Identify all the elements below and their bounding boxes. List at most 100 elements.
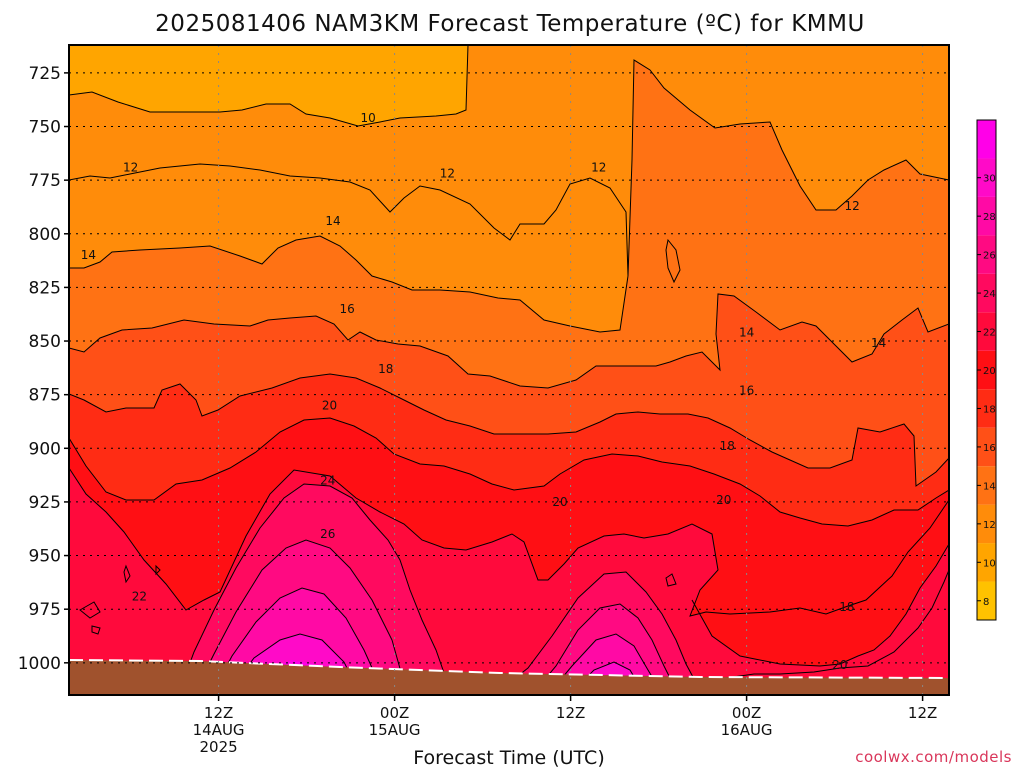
contour-label-14-7: 14	[739, 325, 754, 339]
y-tick-label-750: 750	[29, 118, 61, 138]
contour-28	[213, 587, 383, 691]
x-tick-label-1-1: 00Z	[380, 704, 409, 722]
y-tick-label-875: 875	[29, 386, 61, 406]
colorbar-bin-3	[977, 466, 996, 505]
y-axis-ticks: 725 750 775 800 825 850 875 900 925 950 975 1000	[18, 64, 69, 674]
x-tick-label-0-1: 12Z	[204, 704, 233, 722]
contour-label-14-6: 14	[325, 214, 340, 228]
ground-surface	[69, 660, 949, 695]
contour-22-islands	[79, 564, 677, 635]
colorbar-bin-4	[977, 427, 996, 467]
colorbar-label-18: 18	[983, 404, 996, 415]
y-tick-label-800: 800	[29, 225, 61, 245]
x-tick-label-1-2: 15AUG	[369, 721, 421, 739]
credit-text: coolwx.com/models	[855, 748, 1012, 766]
colorbar-label-28: 28	[983, 212, 996, 223]
y-tick-label-850: 850	[29, 332, 61, 352]
x-tick-label-4-1: 12Z	[908, 704, 937, 722]
colorbar-label-8: 8	[983, 597, 989, 608]
contour-22-bottomright	[699, 569, 949, 691]
colorbar-bin-9	[977, 235, 996, 274]
contour-label-20-17: 20	[832, 658, 847, 672]
contour-24	[179, 483, 451, 691]
colorbar-label-22: 22	[983, 328, 996, 339]
contour-label-16-9: 16	[339, 302, 354, 316]
contour-10	[69, 45, 469, 127]
contour-label-18-12: 18	[720, 439, 735, 453]
band-21-23-bottomright	[700, 570, 949, 695]
colorbar-label-12: 12	[983, 520, 996, 531]
contour-label-20-16: 20	[716, 493, 731, 507]
contour-label-18-13: 18	[839, 600, 854, 614]
colorbar-bin-11	[977, 158, 996, 197]
contour-16	[69, 293, 949, 389]
colorbar-bin-2	[977, 504, 996, 544]
colorbar-bin-12	[977, 120, 996, 159]
colorbar-bin-7	[977, 312, 996, 351]
contour-label-12-3: 12	[591, 160, 606, 174]
contour-22	[69, 467, 949, 617]
colorbar-bin-6	[977, 350, 996, 390]
x-axis-label: Forecast Time (UTC)	[413, 747, 604, 768]
band-19-21-lowerright	[692, 500, 949, 666]
chart-title: 2025081406 NAM3KM Forecast Temperature (…	[155, 11, 865, 37]
y-tick-label-725: 725	[29, 64, 61, 84]
colorbar-label-26: 26	[983, 251, 996, 262]
colorbar-bin-8	[977, 273, 996, 313]
colorbar-label-24: 24	[983, 289, 996, 300]
colorbar-label-30: 30	[983, 174, 996, 185]
colorbar-label-10: 10	[983, 558, 996, 569]
contour-label-10-0: 10	[361, 111, 376, 125]
contour-14	[69, 235, 629, 333]
x-tick-label-0-2: 14AUG	[193, 721, 245, 739]
y-tick-label-825: 825	[29, 278, 61, 298]
x-tick-label-3-1: 00Z	[732, 704, 761, 722]
contour-label-12-1: 12	[123, 160, 138, 174]
contour-26-b	[535, 603, 677, 691]
contour-20-lower	[691, 543, 949, 667]
colorbar-label-16: 16	[983, 443, 996, 454]
colorbar-bin-0	[977, 581, 996, 620]
colorbar-label-14: 14	[983, 481, 996, 492]
y-tick-label-1000: 1000	[18, 654, 61, 674]
band-9-11	[69, 45, 468, 126]
ground-surface-edge	[69, 659, 949, 679]
contour-20	[69, 417, 949, 527]
contour-label-22-18: 22	[132, 589, 147, 603]
contour-26	[195, 539, 407, 691]
y-tick-label-900: 900	[29, 439, 61, 459]
contour-label-20-14: 20	[322, 398, 337, 412]
contour-12	[69, 59, 949, 277]
contour-label-14-8: 14	[871, 336, 886, 350]
contour-label-26-20: 26	[320, 527, 335, 541]
contour-28-b	[551, 633, 661, 691]
contour-label-12-2: 12	[440, 167, 455, 181]
colorbar-bin-5	[977, 389, 996, 428]
contour-30	[229, 633, 359, 691]
plot-frame	[68, 44, 950, 696]
colorbar-bin-1	[977, 543, 996, 582]
x-tick-label-2-1: 12Z	[556, 704, 585, 722]
y-tick-label-975: 975	[29, 600, 61, 620]
contour-lines	[69, 45, 949, 691]
x-tick-label-0-3: 2025	[200, 738, 238, 756]
y-tick-label-925: 925	[29, 493, 61, 513]
x-tick-label-3-2: 16AUG	[721, 721, 773, 739]
y-tick-label-950: 950	[29, 547, 61, 567]
colorbar-bin-10	[977, 196, 996, 236]
colorbar-label-20: 20	[983, 366, 996, 377]
contour-label-14-5: 14	[81, 248, 96, 262]
temperature-bands	[69, 45, 949, 695]
contour-label-12-4: 12	[845, 199, 860, 213]
colorbar: 8 10 12 14 16 18 20 22 24 26 28 30	[976, 119, 997, 621]
contour-label-24-19: 24	[320, 473, 335, 487]
contour-14-island	[665, 238, 681, 284]
y-tick-label-775: 775	[29, 171, 61, 191]
contour-label-18-11: 18	[378, 362, 393, 376]
contour-18	[69, 373, 949, 487]
contour-24-b	[499, 571, 701, 691]
